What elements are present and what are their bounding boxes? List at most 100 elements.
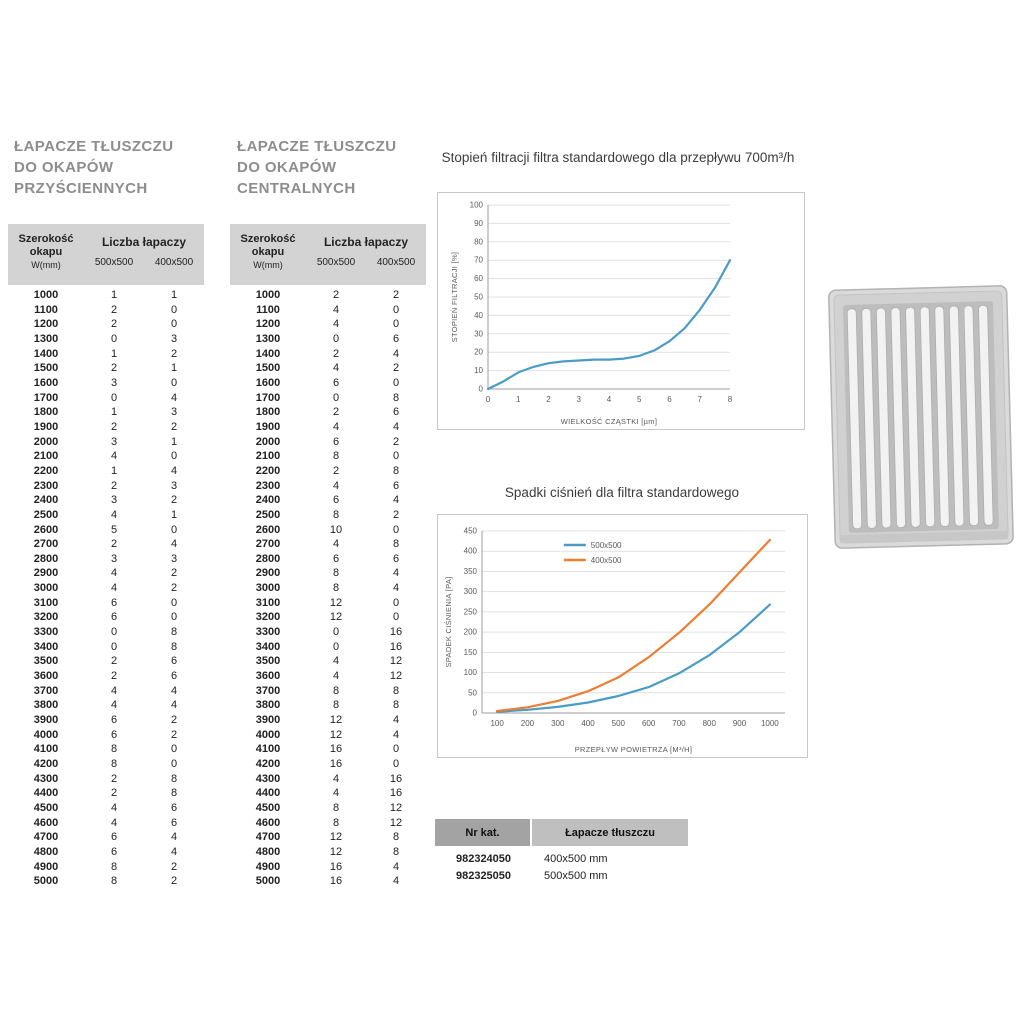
- table-cell: 0: [392, 450, 400, 463]
- central-hoods-title: ŁAPACZE TŁUSZCZU DO OKAPÓW CENTRALNYCH: [237, 136, 396, 199]
- table-cell: 2100: [33, 450, 59, 463]
- table-cell: 3100: [33, 596, 59, 609]
- table-cell: 2: [170, 875, 178, 888]
- table-cell: 1600: [33, 376, 59, 389]
- table-cell: 3500: [255, 655, 281, 668]
- table-cell: 2: [392, 362, 400, 375]
- svg-text:150: 150: [464, 648, 478, 657]
- table-cell: 0: [392, 758, 400, 770]
- table-cell: 4200: [33, 758, 59, 770]
- table-cell: 3: [170, 552, 178, 565]
- header-group-label: Liczba łapaczy: [101, 235, 187, 249]
- table-cell: 12: [329, 728, 343, 741]
- filtration-chart: 0 10 20 30 40 50 60 70 80 90 100 0 1 2 3 4 5 6 7 8 WIELKOŚĆ …: [450, 201, 733, 427]
- table-cell: 4: [332, 420, 340, 433]
- table-row: 2400 3 2: [8, 493, 204, 508]
- table-row: 1100 2 0: [8, 303, 204, 318]
- table-row: 2600 10 0: [230, 523, 426, 538]
- table-cell: 8: [392, 684, 400, 697]
- table-cell: 4600: [255, 816, 281, 829]
- table-cell: 8: [110, 743, 118, 756]
- table-cell: 6: [110, 611, 118, 624]
- table-row: 2900 4 2: [8, 566, 204, 581]
- svg-text:70: 70: [474, 256, 483, 265]
- svg-text:250: 250: [464, 607, 478, 616]
- filtration-chart-frame: 0 10 20 30 40 50 60 70 80 90 100 0 1 2 3 4 5 6 7 8 WIELKOŚĆ …: [437, 192, 805, 430]
- table-row: 3100 6 0: [8, 596, 204, 611]
- table-cell: 3600: [255, 670, 281, 683]
- svg-text:50: 50: [474, 293, 483, 302]
- table-cell: 1700: [33, 391, 59, 404]
- table-row: 1200 2 0: [8, 317, 204, 332]
- table-cell: 5000: [255, 875, 281, 888]
- pressure-drop-chart: 0 50 100 150 200 250 300 350 400 450 100 200 300 400 5…: [444, 527, 785, 754]
- svg-text:10: 10: [474, 366, 483, 375]
- table-cell: 8: [332, 582, 340, 595]
- table-cell: 400x500 mm: [544, 853, 608, 865]
- svg-text:700: 700: [672, 719, 686, 728]
- table-cell: 2: [392, 508, 400, 521]
- table-row: 1000 1 1: [8, 288, 204, 303]
- table-cell: 6: [170, 655, 178, 668]
- table-cell: 6: [110, 831, 118, 844]
- table-row: 1200 4 0: [230, 317, 426, 332]
- table-cell: 1: [170, 362, 178, 375]
- table-cell: 16: [329, 875, 343, 888]
- table-cell: 3900: [255, 714, 281, 727]
- table-cell: 2500: [255, 508, 281, 521]
- wall-hoods-title: ŁAPACZE TŁUSZCZU DO OKAPÓW PRZYŚCIENNYCH: [14, 136, 173, 199]
- filtration-chart-title: Stopień filtracji filtra standardowego d…: [441, 150, 795, 165]
- table-cell: 3800: [33, 699, 59, 712]
- table-cell: 0: [170, 758, 178, 770]
- title-line: DO OKAPÓW: [237, 159, 337, 176]
- table-cell: 3: [110, 376, 118, 389]
- table-cell: 1900: [33, 420, 59, 433]
- svg-text:0: 0: [486, 395, 491, 404]
- table-cell: 4: [170, 464, 178, 477]
- table-row: 1900 4 4: [230, 420, 426, 435]
- table-cell: 2700: [255, 538, 281, 551]
- svg-text:400x500: 400x500: [591, 556, 622, 565]
- table-row: 4600 4 6: [8, 816, 204, 831]
- table-cell: 4: [332, 479, 340, 492]
- table-row: 1400 2 4: [230, 347, 426, 362]
- table-cell: 1900: [255, 420, 281, 433]
- table-cell: 4900: [255, 860, 281, 873]
- table-cell: 4: [392, 494, 400, 507]
- table-cell: 3800: [255, 699, 281, 712]
- table-cell: 3500: [33, 655, 59, 668]
- table-cell: 6: [392, 406, 400, 419]
- header-label: W(mm): [253, 260, 283, 270]
- table-cell: 2300: [255, 479, 281, 492]
- table-cell: 0: [392, 303, 400, 316]
- table-cell: 2900: [33, 567, 59, 580]
- table-cell: 2000: [255, 435, 281, 448]
- table-cell: 2: [170, 567, 178, 580]
- table-cell: 4500: [255, 801, 281, 814]
- table-cell: 0: [110, 626, 118, 639]
- table-cell: 4: [110, 450, 118, 463]
- table-cell: 3100: [255, 596, 281, 609]
- title-line: ŁAPACZE TŁUSZCZU: [237, 138, 397, 155]
- svg-text:7: 7: [698, 395, 703, 404]
- table-cell: 1: [110, 406, 118, 419]
- table-body: 1000 2 2 1100 4 0 1200 4 0 1300 0 6 1400 2 4 1500 4 2 1600…: [230, 285, 426, 889]
- table-cell: 3: [170, 406, 178, 419]
- table-row: 3700 8 8: [230, 684, 426, 699]
- table-cell: 4: [170, 684, 178, 697]
- table-cell: 1800: [33, 406, 59, 419]
- table-row: 2500 4 1: [8, 508, 204, 523]
- table-cell: 3000: [33, 582, 59, 595]
- table-cell: 1: [110, 347, 118, 360]
- table-cell: 4: [170, 699, 178, 712]
- svg-text:350: 350: [464, 567, 478, 576]
- table-cell: 0: [170, 611, 178, 624]
- table-cell: 4: [170, 831, 178, 844]
- table-row: 1500 2 1: [8, 361, 204, 376]
- table-cell: 982324050: [455, 853, 512, 865]
- table-cell: 6: [170, 670, 178, 683]
- column-label-500x500: 500x500: [94, 257, 134, 268]
- table-cell: 4700: [255, 831, 281, 844]
- svg-text:100: 100: [470, 201, 484, 210]
- table-cell: 1700: [255, 391, 281, 404]
